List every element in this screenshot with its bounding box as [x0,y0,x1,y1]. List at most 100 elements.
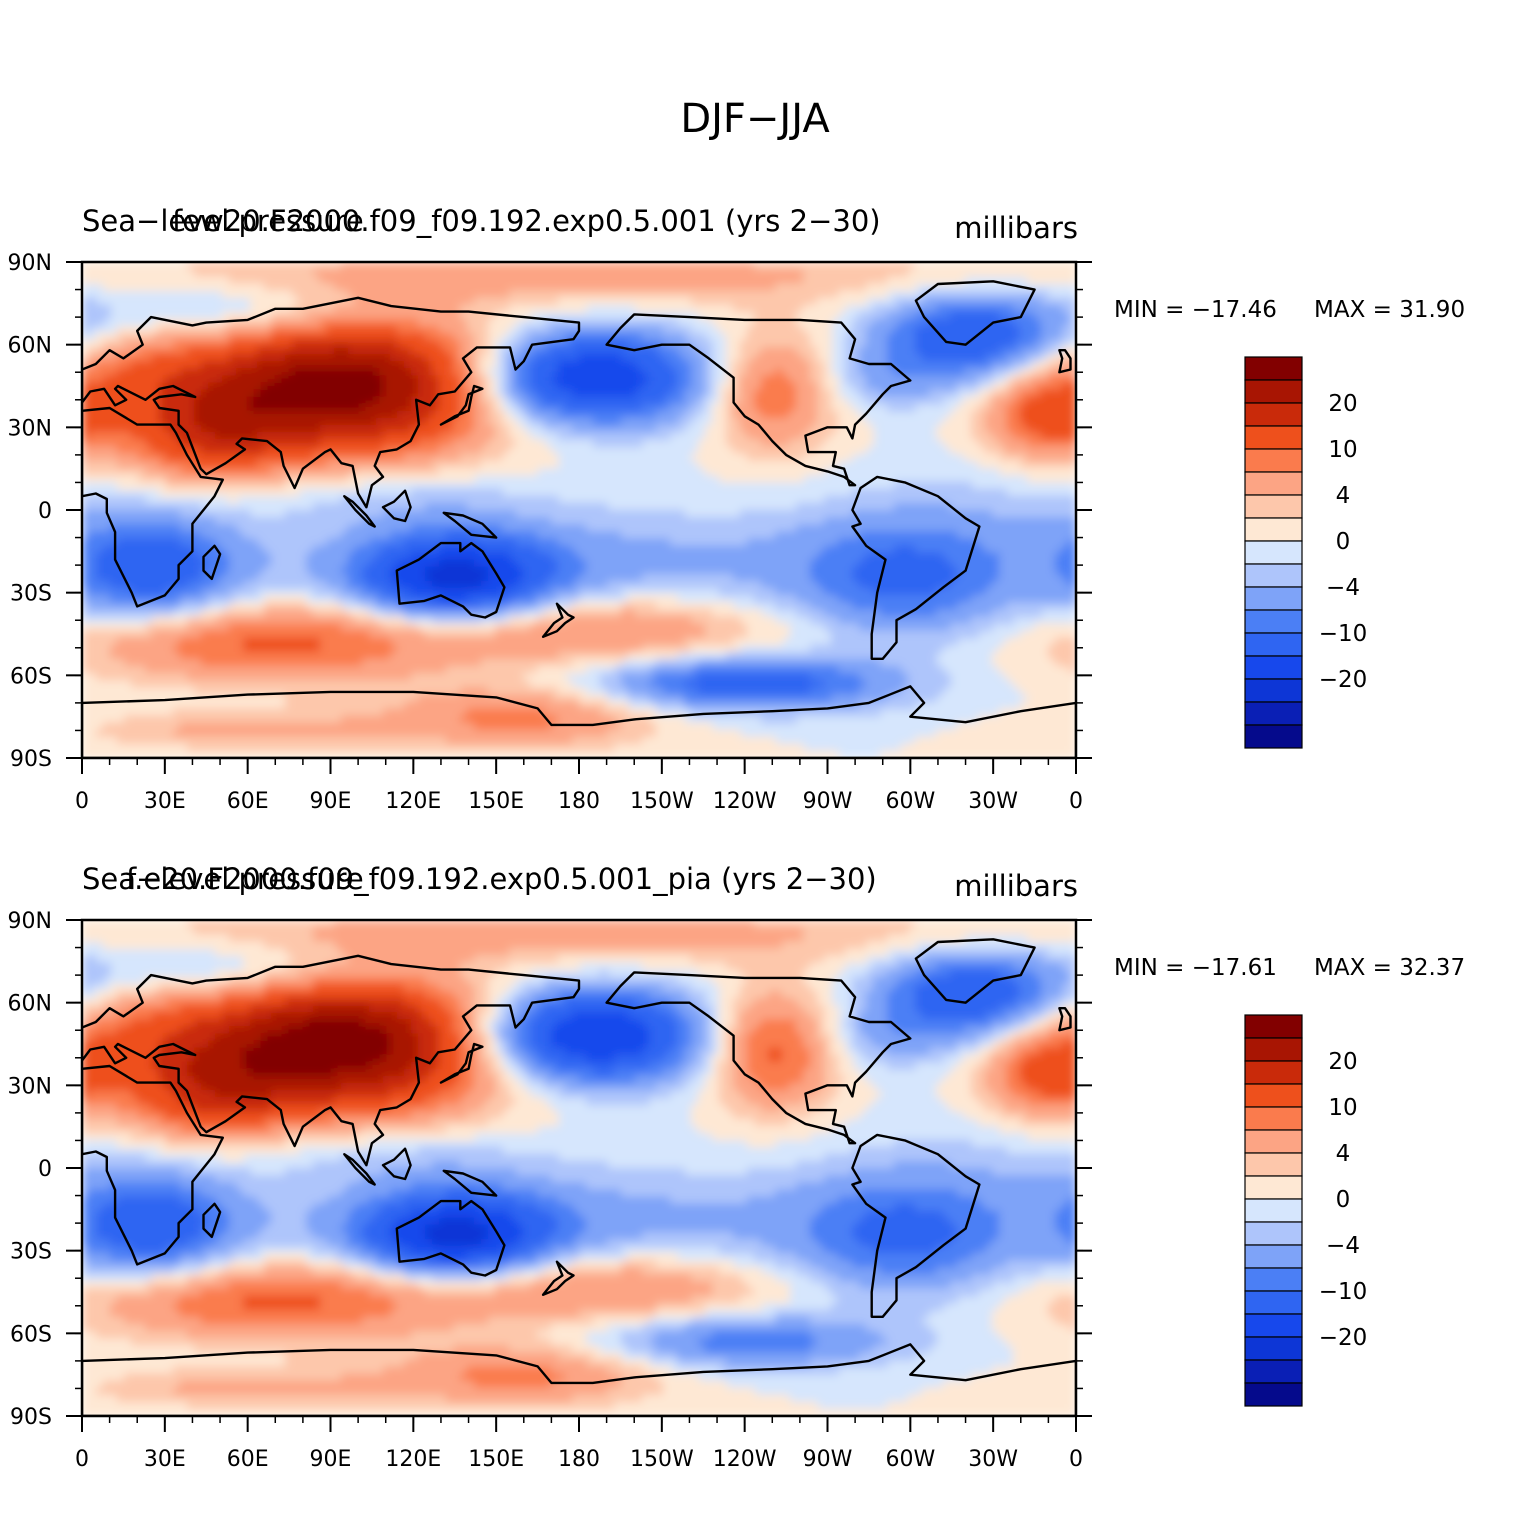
panel-2-case-label: f.e20.F2000.f09_f09.192.exp0.5.001_pia (… [126,862,877,896]
colorbar-box [1244,1060,1303,1085]
colorbar-box [1244,701,1303,726]
panel-1-y-axis: 90N 60N 30N 0 30S 60S 90S [8,251,1092,772]
x-tick-label: 30E [144,789,186,814]
colorbar-box [1244,448,1303,473]
x-tick-label: 0 [75,1447,89,1472]
colorbar-label: 20 [1328,391,1357,417]
panel-1-coastlines [82,280,1076,758]
y-tick-label: 30S [10,582,52,607]
colorbar-box [1244,1014,1303,1039]
coastline-australia [395,1199,506,1277]
colorbar-label: 4 [1336,1141,1351,1167]
x-tick-label: 150W [630,789,694,814]
colorbar-label: 0 [1336,1187,1351,1213]
coastline-australia [395,541,506,619]
colorbar-box [1244,1382,1303,1407]
x-tick-label: 120E [385,1447,441,1472]
coastline-greenland [914,280,1036,346]
coastline-new-zealand [541,1260,575,1296]
y-tick-label: 90S [10,747,52,772]
coastline-new-guinea [442,511,498,539]
x-tick-label: 0 [1069,789,1083,814]
coastline-antarctica [82,685,1076,758]
panel-2-units: millibars [954,869,1078,903]
coastline-north-america [605,971,912,1145]
x-tick-label: 60E [227,789,269,814]
x-tick-label: 0 [1069,1447,1083,1472]
colorbar-box [1244,1198,1303,1223]
x-tick-label: 60W [885,789,935,814]
coastline-sumatra [343,1153,376,1186]
x-tick-label: 180 [558,789,600,814]
panel-1-units: millibars [954,211,1078,245]
y-tick-label: 90S [10,1405,52,1430]
x-tick-label: 90W [803,789,853,814]
colorbar-box [1244,1129,1303,1154]
colorbar-box [1244,356,1303,381]
x-tick-label: 90E [310,1447,352,1472]
colorbar-box [1244,655,1303,680]
x-tick-label: 120W [713,789,777,814]
panel-2-colorbar [1244,1014,1303,1407]
y-tick-label: 60S [10,1322,52,1347]
coastline-north-america [605,313,912,487]
colorbar-label: 20 [1328,1049,1357,1075]
x-tick-label: 150E [468,789,524,814]
coastline-britain [1058,349,1072,374]
colorbar-box [1244,540,1303,565]
colorbar-box [1244,1083,1303,1108]
panel-1-variable-label: Sea−level pressure [82,204,364,238]
coastline-madagascar [202,1202,222,1239]
colorbar-label: −4 [1326,575,1360,601]
colorbar-label: −10 [1319,621,1368,647]
coastline-eurasia [82,954,581,1167]
panel-2-pressure-field [82,920,1076,1416]
panel-1-pressure-field [82,262,1076,758]
colorbar-box [1244,678,1303,703]
colorbar-label: −20 [1319,1325,1368,1351]
panel-1-max-label: MAX = 31.90 [1314,297,1465,323]
colorbar-box [1244,1359,1303,1384]
coastline-borneo [381,489,412,523]
colorbar-box [1244,402,1303,427]
y-tick-label: 0 [38,1157,52,1182]
colorbar-box [1244,379,1303,404]
coastline-africa [82,406,224,608]
panel-1-colorbar-labels: 20 10 4 0 −4 −10 −20 [1319,391,1368,693]
panel-2-x-axis: 0 30E 60E 90E 120E 150E 180 150W 120W 90W 60W 30W 0 [75,1416,1083,1472]
x-tick-label: 30W [968,789,1018,814]
colorbar-label: 10 [1328,1095,1357,1121]
colorbar-label: 0 [1336,529,1351,555]
colorbar-box [1244,1152,1303,1177]
coastline-new-zealand [541,602,575,638]
colorbar-box [1244,632,1303,657]
y-tick-label: 60N [8,334,52,359]
colorbar-box [1244,494,1303,519]
colorbar-box [1244,425,1303,450]
colorbar-box [1244,1037,1303,1062]
panel-2-colorbar-labels: 20 10 4 0 −4 −10 −20 [1319,1049,1368,1351]
y-tick-label: 30N [8,416,52,441]
y-tick-label: 0 [38,499,52,524]
colorbar-box [1244,1336,1303,1361]
x-tick-label: 0 [75,789,89,814]
coastline-africa [82,1064,224,1266]
y-tick-label: 60S [10,664,52,689]
x-tick-label: 150E [468,1447,524,1472]
panel-1-case-label: few20.F2000.f09_f09.192.exp0.5.001 (yrs … [172,204,881,238]
colorbar-label: 4 [1336,483,1351,509]
panel-1: Sea−level pressure few20.F2000.f09_f09.1… [8,204,1466,814]
y-tick-label: 30N [8,1074,52,1099]
x-tick-label: 30E [144,1447,186,1472]
panel-2-max-label: MAX = 32.37 [1314,955,1465,981]
x-tick-label: 90E [310,789,352,814]
coastline-japan [439,384,484,426]
coastline-greenland [914,938,1036,1004]
coastline-japan [439,1042,484,1084]
colorbar-box [1244,1106,1303,1131]
panel-1-min-label: MIN = −17.46 [1114,297,1277,323]
colorbar-box [1244,1313,1303,1338]
panel-2-variable-label: Sea−level pressure [82,862,364,896]
x-tick-label: 60E [227,1447,269,1472]
coastline-sumatra [343,495,376,528]
